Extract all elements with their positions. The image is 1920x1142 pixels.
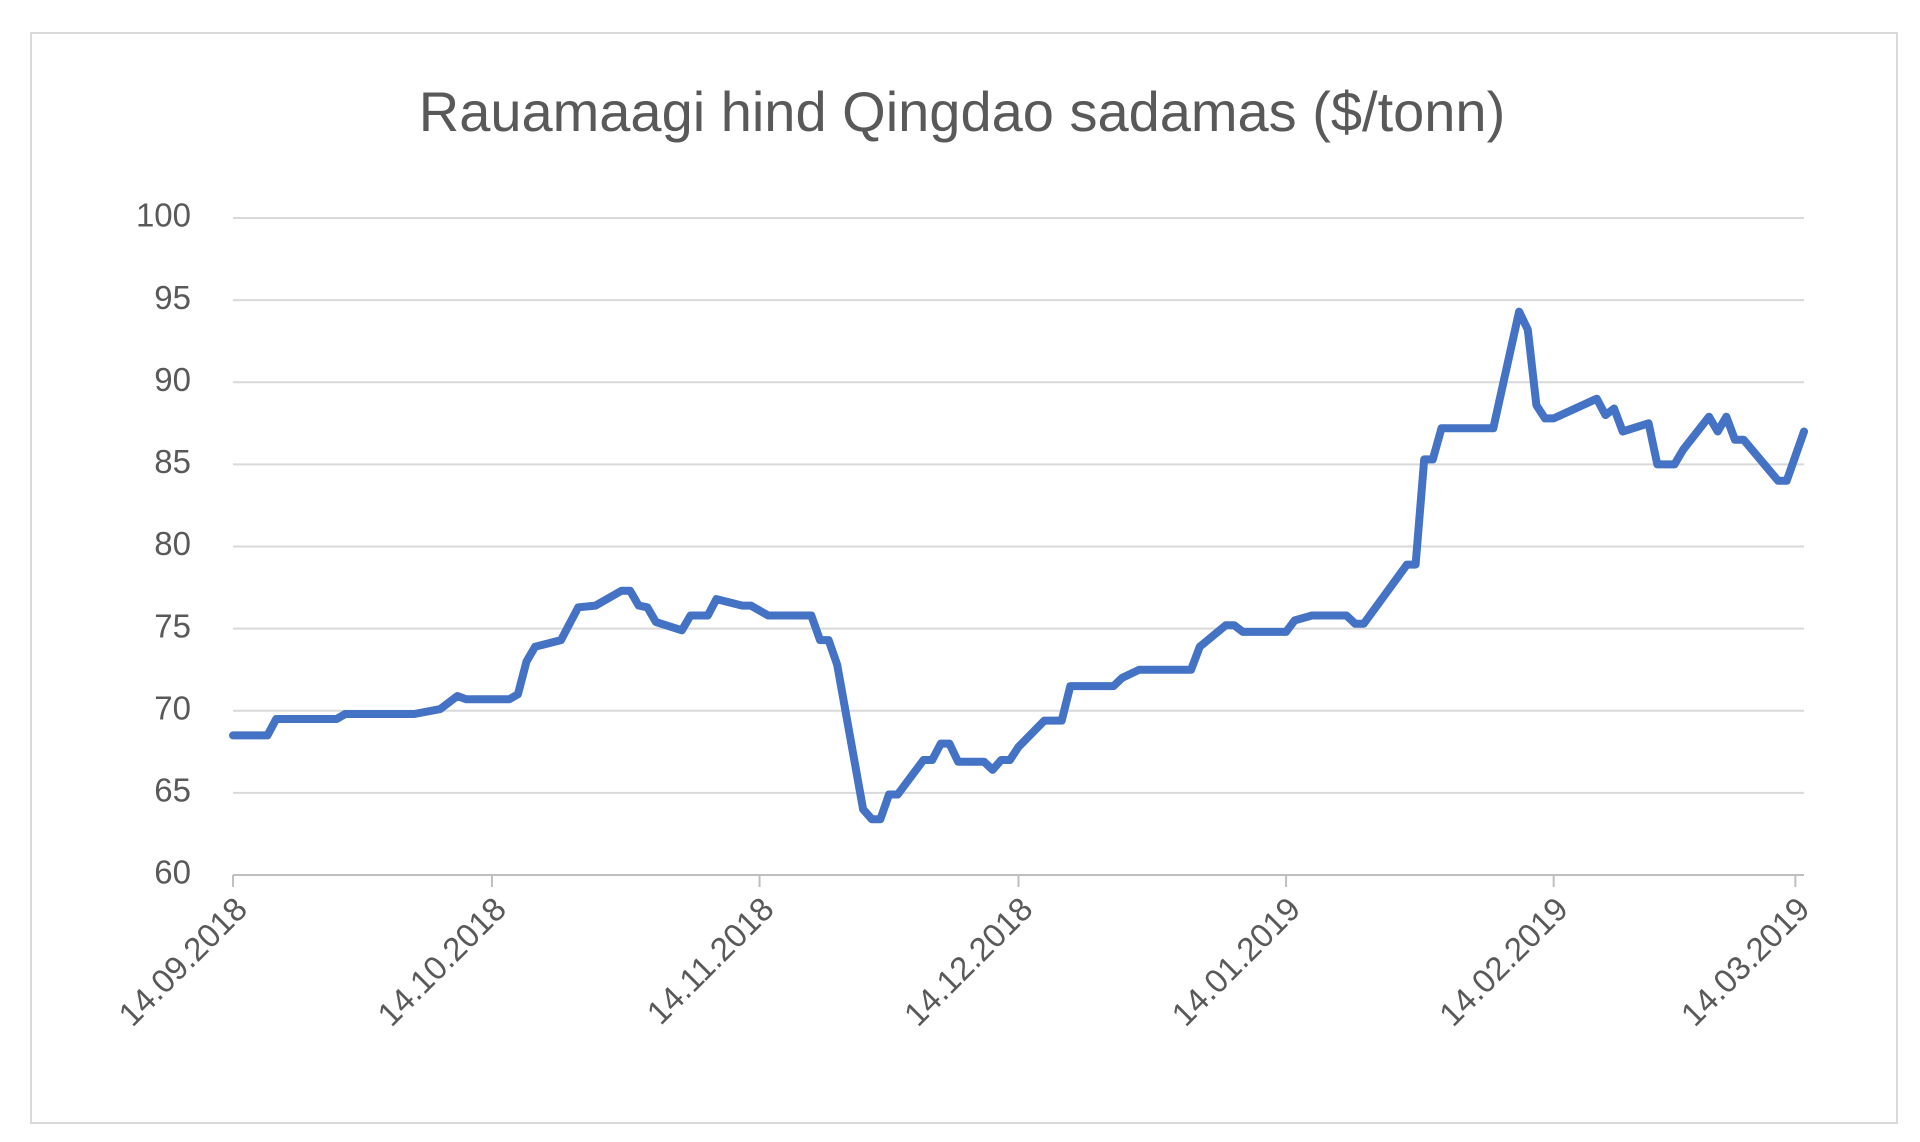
y-tick-label: 60: [154, 854, 191, 891]
line-series: [229, 307, 1808, 824]
y-tick-label: 85: [154, 443, 191, 480]
y-tick-label: 90: [154, 361, 191, 398]
chart-frame: [30, 32, 1898, 1124]
y-tick-label: 65: [154, 772, 191, 809]
y-tick-label: 100: [136, 197, 191, 234]
y-tick-label: 70: [154, 689, 191, 726]
chart-title: Rauamaagi hind Qingdao sadamas ($/tonn): [419, 80, 1505, 143]
y-tick-label: 95: [154, 279, 191, 316]
y-tick-label: 75: [154, 607, 191, 644]
y-tick-label: 80: [154, 525, 191, 562]
